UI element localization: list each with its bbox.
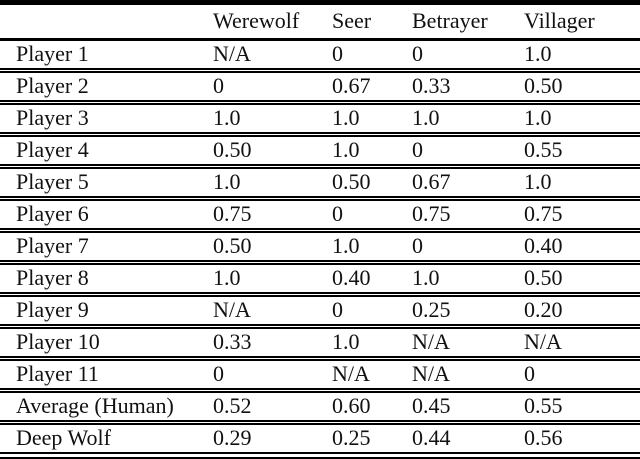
value-cell: N/A bbox=[412, 356, 524, 391]
column-header: Seer bbox=[332, 2, 412, 41]
value-cell: 0.67 bbox=[412, 164, 524, 199]
value-cell: N/A bbox=[213, 292, 332, 327]
row-label: Player 5 bbox=[0, 164, 213, 199]
value-cell: 1.0 bbox=[332, 100, 412, 135]
value-cell: 0.29 bbox=[213, 420, 332, 459]
row-label: Deep Wolf bbox=[0, 420, 213, 459]
value-cell: 1.0 bbox=[412, 260, 524, 295]
value-cell: 1.0 bbox=[213, 260, 332, 295]
row-label: Player 10 bbox=[0, 324, 213, 359]
value-cell: 0.55 bbox=[524, 388, 640, 423]
value-cell: 1.0 bbox=[332, 132, 412, 167]
value-cell: 0.40 bbox=[332, 260, 412, 295]
value-cell: 0 bbox=[332, 196, 412, 231]
row-label: Player 3 bbox=[0, 100, 213, 135]
value-cell: 0 bbox=[332, 292, 412, 327]
value-cell: 1.0 bbox=[332, 324, 412, 359]
table-row: Player 7 0.50 1.0 0 0.40 bbox=[0, 228, 640, 263]
value-cell: 0.50 bbox=[213, 228, 332, 263]
row-label: Player 2 bbox=[0, 68, 213, 103]
value-cell: 0.56 bbox=[524, 420, 640, 459]
table-row: Player 11 0 N/A N/A 0 bbox=[0, 356, 640, 391]
value-cell: 0.20 bbox=[524, 292, 640, 327]
row-label: Player 11 bbox=[0, 356, 213, 391]
row-label: Player 7 bbox=[0, 228, 213, 263]
value-cell: 0.50 bbox=[332, 164, 412, 199]
table-row: Deep Wolf 0.29 0.25 0.44 0.56 bbox=[0, 420, 640, 459]
value-cell: 0.44 bbox=[412, 420, 524, 459]
value-cell: 0.50 bbox=[524, 68, 640, 103]
column-header: Betrayer bbox=[412, 2, 524, 41]
value-cell: 0.45 bbox=[412, 388, 524, 423]
value-cell: N/A bbox=[332, 356, 412, 391]
value-cell: 0 bbox=[412, 228, 524, 263]
value-cell: 0.75 bbox=[213, 196, 332, 231]
corner-header-cell bbox=[0, 2, 213, 41]
table-row: Player 2 0 0.67 0.33 0.50 bbox=[0, 68, 640, 103]
value-cell: 1.0 bbox=[213, 164, 332, 199]
value-cell: 0.33 bbox=[412, 68, 524, 103]
table-row: Player 5 1.0 0.50 0.67 1.0 bbox=[0, 164, 640, 199]
value-cell: N/A bbox=[412, 324, 524, 359]
value-cell: 0 bbox=[332, 41, 343, 66]
value-cell: 0.52 bbox=[213, 388, 332, 423]
row-label: Average (Human) bbox=[0, 388, 213, 423]
value-cell: 0 bbox=[213, 68, 332, 103]
value-cell: 1.0 bbox=[524, 100, 640, 135]
value-cell: 0.40 bbox=[524, 228, 640, 263]
value-cell: 1.0 bbox=[213, 100, 332, 135]
value-cell: 0 bbox=[412, 41, 423, 66]
value-cell: 0 bbox=[412, 132, 524, 167]
row-label: Player 8 bbox=[0, 260, 213, 295]
table-row: Player 3 1.0 1.0 1.0 1.0 bbox=[0, 100, 640, 135]
table-row: Player 6 0.75 0 0.75 0.75 bbox=[0, 196, 640, 231]
value-cell: 0.25 bbox=[332, 420, 412, 459]
table-row: Player 4 0.50 1.0 0 0.55 bbox=[0, 132, 640, 167]
value-cell: 1.0 bbox=[412, 100, 524, 135]
table-row: Player 9 N/A 0 0.25 0.20 bbox=[0, 292, 640, 327]
column-header: Villager bbox=[524, 2, 640, 41]
value-cell: 0.75 bbox=[412, 196, 524, 231]
value-cell: 0.60 bbox=[332, 388, 412, 423]
table-body: Player 1 N/A 0 0 1.0 Player 2 0 0.67 0.33 0.50 Pla… bbox=[0, 40, 640, 459]
header-row: Werewolf Seer Betrayer Villager bbox=[0, 2, 640, 41]
value-cell: 0.67 bbox=[332, 68, 412, 103]
table-row: Average (Human) 0.52 0.60 0.45 0.55 bbox=[0, 388, 640, 423]
value-cell: 0.50 bbox=[524, 260, 640, 295]
row-label: Player 1 bbox=[16, 41, 89, 66]
row-label: Player 9 bbox=[0, 292, 213, 327]
table-row: Player 8 1.0 0.40 1.0 0.50 bbox=[0, 260, 640, 295]
column-header: Werewolf bbox=[213, 2, 332, 41]
value-cell: N/A bbox=[524, 324, 640, 359]
value-cell: 0.33 bbox=[213, 324, 332, 359]
value-cell: 1.0 bbox=[524, 41, 552, 66]
value-cell: 0.75 bbox=[524, 196, 640, 231]
value-cell: 1.0 bbox=[524, 164, 640, 199]
value-cell: 0.25 bbox=[412, 292, 524, 327]
value-cell: 0.50 bbox=[213, 132, 332, 167]
row-label: Player 6 bbox=[0, 196, 213, 231]
value-cell: 0.55 bbox=[524, 132, 640, 167]
value-cell: 0 bbox=[213, 356, 332, 391]
value-cell: 1.0 bbox=[332, 228, 412, 263]
value-cell: 0 bbox=[524, 356, 640, 391]
value-cell: N/A bbox=[213, 41, 251, 66]
table-row: Player 10 0.33 1.0 N/A N/A bbox=[0, 324, 640, 359]
row-label: Player 4 bbox=[0, 132, 213, 167]
table-row: Player 1 N/A 0 0 1.0 bbox=[0, 40, 640, 71]
